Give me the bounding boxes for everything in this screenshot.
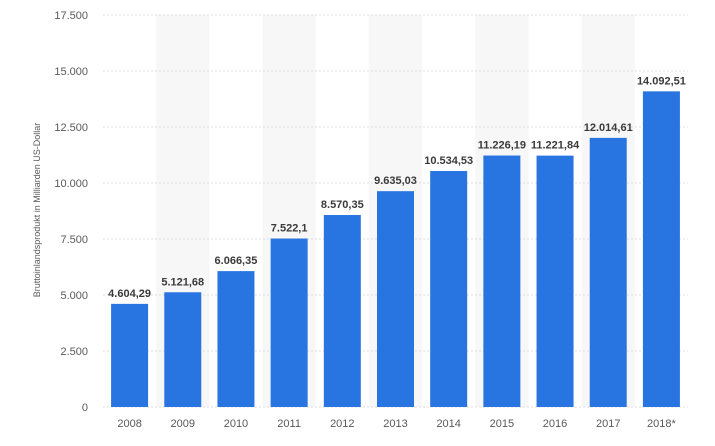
bar[interactable] xyxy=(270,238,308,407)
data-label: 8.570,35 xyxy=(321,199,364,211)
x-tick-label: 2009 xyxy=(171,418,195,430)
bar[interactable] xyxy=(323,215,361,407)
data-label: 4.604,29 xyxy=(108,288,151,300)
bar[interactable] xyxy=(377,191,414,407)
x-tick-label: 2016 xyxy=(543,418,567,430)
y-tick-label: 15.000 xyxy=(54,66,88,78)
data-label: 10.534,53 xyxy=(424,155,473,167)
x-tick-label: 2014 xyxy=(436,418,460,430)
x-tick-label: 2015 xyxy=(490,418,514,430)
x-tick-label: 2011 xyxy=(277,418,301,430)
data-label: 11.221,84 xyxy=(531,140,580,152)
y-tick-label: 10.000 xyxy=(54,178,88,190)
data-label: 7.522,1 xyxy=(271,223,308,235)
data-label: 9.635,03 xyxy=(374,175,417,187)
y-tick-label: 2.500 xyxy=(60,346,88,358)
y-tick-label: 12.500 xyxy=(54,122,88,134)
y-tick-label: 0 xyxy=(82,402,88,414)
bar[interactable] xyxy=(589,137,627,407)
bar[interactable] xyxy=(217,271,255,407)
x-tick-labels: 2008 2009 2010 2011 2012 2013 2014 2015 2016 2017… xyxy=(117,418,676,430)
y-tick-label: 5.000 xyxy=(60,290,88,302)
bar[interactable] xyxy=(483,155,521,407)
y-tick-label: 7.500 xyxy=(60,234,88,246)
bar[interactable] xyxy=(536,155,574,407)
x-tick-label: 2010 xyxy=(224,418,248,430)
bar[interactable] xyxy=(642,91,680,408)
data-label: 11.226,19 xyxy=(478,140,526,152)
bar[interactable] xyxy=(111,303,149,407)
bar[interactable] xyxy=(164,292,202,407)
y-tick-label: 17.500 xyxy=(54,10,88,22)
x-tick-label: 2013 xyxy=(383,418,407,430)
bars xyxy=(111,91,680,408)
x-tick-label: 2018* xyxy=(647,418,676,430)
y-tick-labels: 0 2.500 5.000 7.500 10.000 12.500 15.000 17.500 xyxy=(54,10,88,414)
y-axis-title: Bruttoinlandsprodukt in Milliarden US-Do… xyxy=(32,123,42,298)
x-tick-label: 2012 xyxy=(330,418,354,430)
bar[interactable] xyxy=(430,171,468,407)
data-label: 14.092,51 xyxy=(637,75,686,87)
data-label: 12.014,61 xyxy=(584,122,633,134)
x-tick-label: 2017 xyxy=(596,418,620,430)
data-labels: 4.604,29 5.121,68 6.066,35 7.522,1 8.570,35 9… xyxy=(108,75,686,300)
x-tick-label: 2008 xyxy=(117,418,141,430)
data-label: 5.121,68 xyxy=(161,276,204,288)
data-label: 6.066,35 xyxy=(215,255,258,267)
